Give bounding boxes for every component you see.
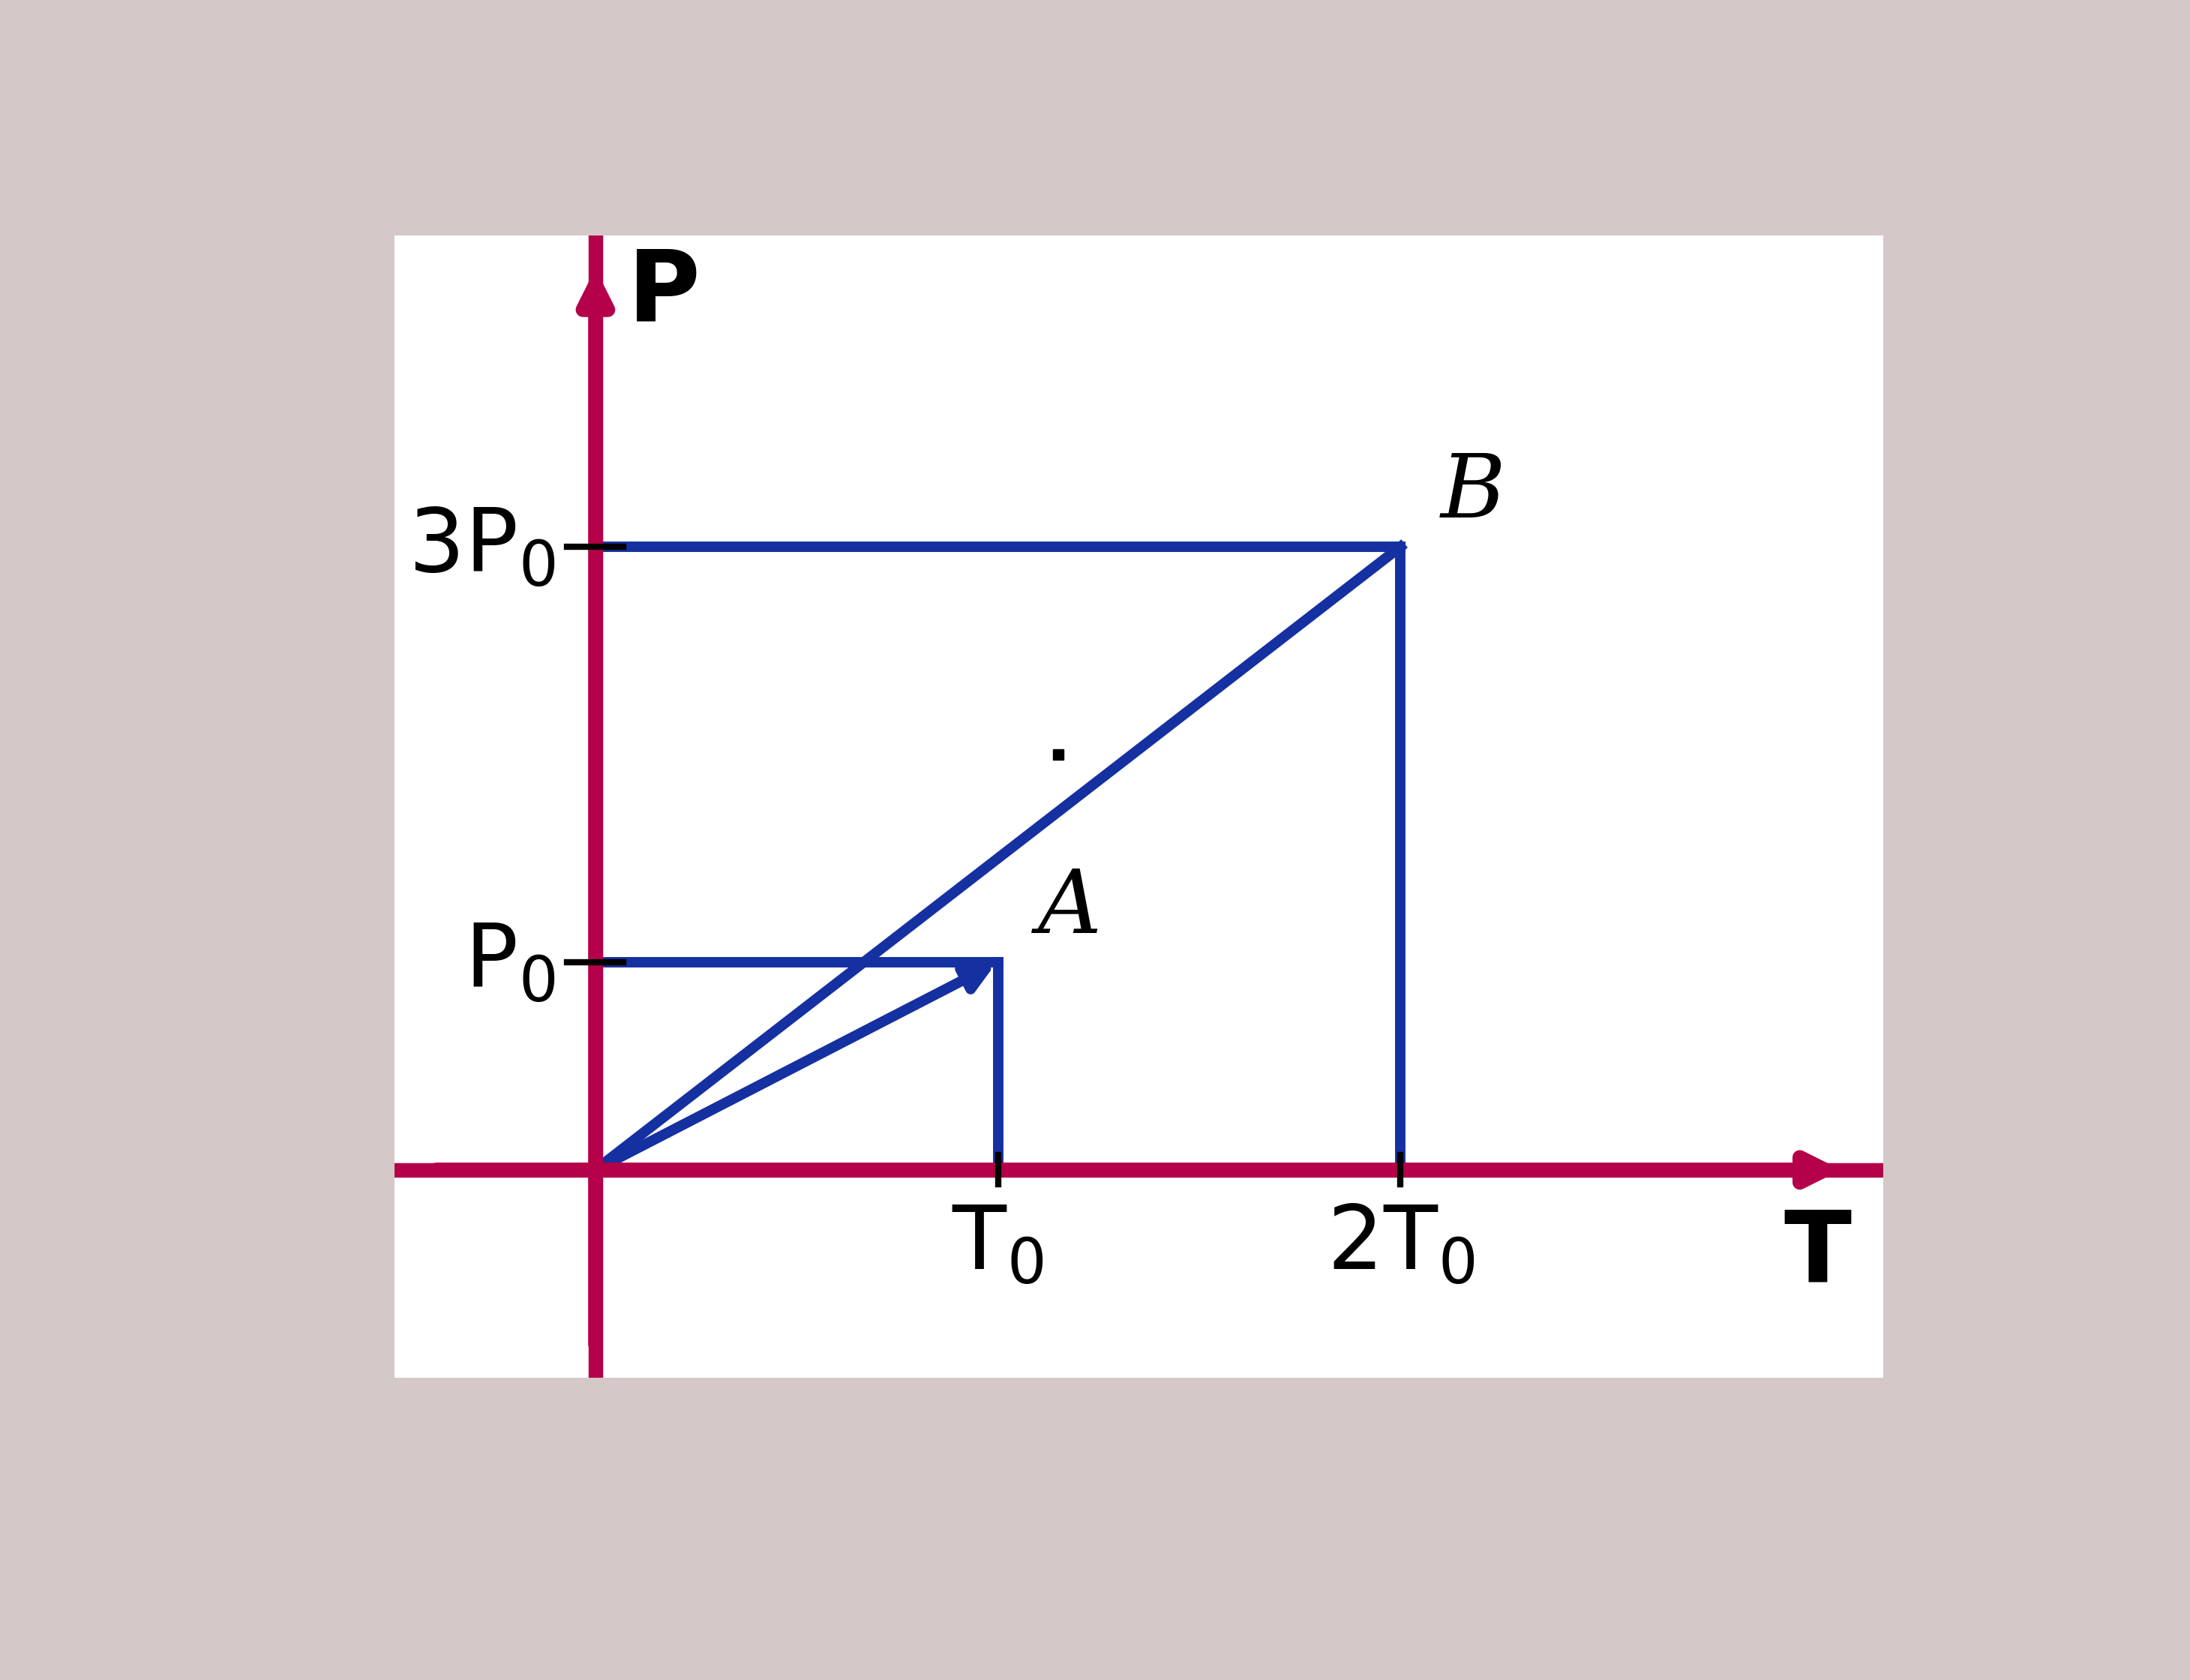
Text: T$_0$: T$_0$ bbox=[953, 1201, 1045, 1287]
Text: 3P$_0$: 3P$_0$ bbox=[407, 504, 556, 590]
Text: 2T$_0$: 2T$_0$ bbox=[1327, 1201, 1474, 1287]
Text: A: A bbox=[1038, 865, 1102, 953]
Text: P$_0$: P$_0$ bbox=[464, 919, 556, 1005]
Text: B: B bbox=[1441, 450, 1507, 536]
Text: T: T bbox=[1783, 1208, 1851, 1302]
Text: P: P bbox=[629, 245, 701, 341]
